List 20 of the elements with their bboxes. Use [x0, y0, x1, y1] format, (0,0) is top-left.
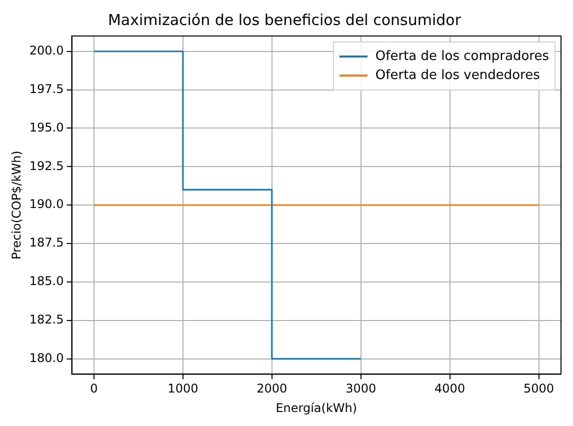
y-tick-label: 180.0 [29, 350, 64, 365]
y-tick-label: 182.5 [29, 312, 64, 327]
y-tick-label: 185.0 [29, 274, 64, 288]
y-tick-label: 192.5 [29, 158, 64, 173]
x-tick-label: 2000 [256, 382, 288, 396]
x-tick-label: 4000 [434, 382, 466, 396]
y-tick-label: 195.0 [29, 120, 64, 134]
y-axis-title: Precio(COP$/kWh) [9, 150, 24, 260]
x-tick-label: 5000 [523, 382, 554, 396]
x-tick-label: 3000 [346, 382, 376, 396]
legend-label: Oferta de los vendedores [375, 68, 540, 83]
x-tick-label: 1000 [168, 382, 198, 396]
legend-label: Oferta de los compradores [375, 48, 550, 64]
y-tick-label: 187.5 [29, 236, 64, 250]
y-tick-label: 197.5 [29, 82, 64, 96]
y-tick-label: 190.0 [29, 197, 64, 212]
x-axis-title: Energía(kWh) [276, 400, 358, 415]
chart-title: Maximización de los beneficios del consumidor [108, 10, 462, 29]
y-tick-label: 200.0 [29, 44, 64, 58]
x-tick-label: 0 [90, 382, 98, 396]
